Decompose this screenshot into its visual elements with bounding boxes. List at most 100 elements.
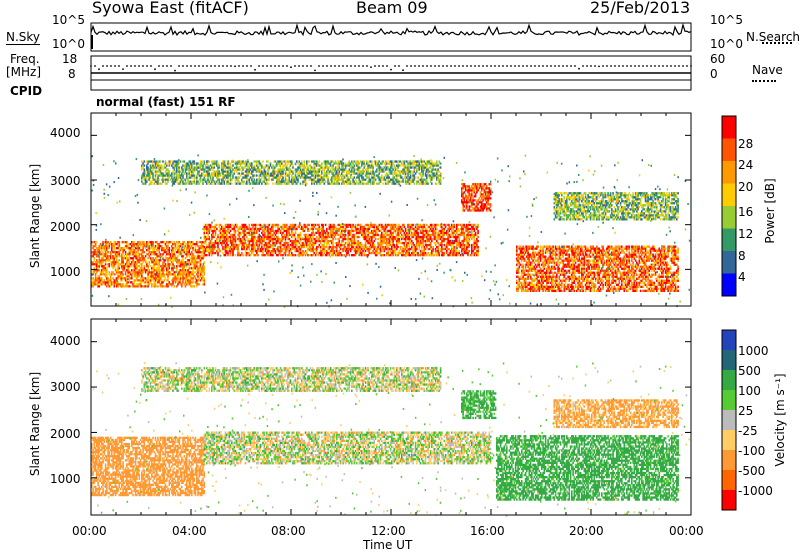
power-cell <box>471 246 473 248</box>
power-cell <box>326 254 328 256</box>
power-cell <box>311 234 313 236</box>
power-cell <box>101 249 103 251</box>
power-cell <box>159 263 161 265</box>
power-cell <box>211 238 213 240</box>
power-cell <box>114 259 116 261</box>
power-cell <box>437 242 439 244</box>
power-cell <box>232 252 234 254</box>
power-cell <box>260 179 262 181</box>
power-cell <box>295 226 297 228</box>
power-cell <box>92 285 94 287</box>
power-cell <box>292 170 294 172</box>
power-cell <box>444 240 446 242</box>
power-cell <box>177 243 179 245</box>
power-cell <box>114 257 116 259</box>
power-cell <box>190 160 192 162</box>
nave-point <box>630 65 632 67</box>
power-cell <box>404 242 406 244</box>
nave-point <box>414 65 416 67</box>
power-cell <box>299 242 301 244</box>
power-cell <box>147 162 149 164</box>
power-cell <box>456 250 458 252</box>
power-cell <box>267 183 269 185</box>
power-cell <box>230 181 232 183</box>
power-cell <box>199 249 201 251</box>
power-cell <box>147 265 149 267</box>
power-cell <box>397 236 399 238</box>
power-cell <box>167 259 169 261</box>
power-cell <box>317 176 319 178</box>
power-cell <box>462 230 464 232</box>
power-cell <box>274 236 276 238</box>
power-cell <box>296 248 298 250</box>
power-cell <box>392 240 394 242</box>
power-cell <box>124 247 126 249</box>
power-cell <box>471 252 473 254</box>
nave-point <box>374 65 376 67</box>
power-cell <box>306 252 308 254</box>
power-cell <box>396 248 398 250</box>
power-cell <box>274 174 276 176</box>
power-cell <box>387 250 389 252</box>
power-cell <box>99 275 101 277</box>
power-cell <box>342 250 344 252</box>
power-cell <box>174 285 176 287</box>
power-cell <box>181 166 183 168</box>
power-cell <box>234 172 236 174</box>
power-cell <box>354 236 356 238</box>
power-cell <box>271 236 273 238</box>
power-cell <box>151 273 153 275</box>
power-cell <box>236 170 238 172</box>
power-cell <box>287 162 289 164</box>
power-cell <box>245 166 247 168</box>
power-cell <box>239 252 241 254</box>
power-cell <box>200 279 202 281</box>
nave-point <box>174 70 176 72</box>
power-cell <box>117 285 119 287</box>
power-cell <box>192 273 194 275</box>
power-cell <box>95 245 97 247</box>
power-cell <box>264 240 266 242</box>
power-cell <box>94 259 96 261</box>
power-cell <box>112 277 114 279</box>
power-cell <box>259 244 261 246</box>
power-cell <box>292 232 294 234</box>
power-cell <box>119 251 121 253</box>
power-cell <box>324 252 326 254</box>
power-cell <box>412 242 414 244</box>
power-cell <box>197 162 199 164</box>
power-cell <box>300 166 302 168</box>
nave-point <box>94 65 96 67</box>
power-cell <box>97 283 99 285</box>
power-cell <box>306 234 308 236</box>
power-cell <box>315 168 317 170</box>
power-cell <box>347 236 349 238</box>
power-cell <box>181 285 183 287</box>
power-cell <box>395 232 397 234</box>
nave-point <box>570 65 572 67</box>
power-cell <box>467 242 469 244</box>
power-cell <box>192 269 194 271</box>
nave-point <box>590 65 592 67</box>
power-cell <box>257 254 259 256</box>
nave-point <box>538 65 540 67</box>
power-cell <box>409 252 411 254</box>
power-cell <box>330 246 332 248</box>
power-cell <box>205 242 207 244</box>
power-cell <box>327 176 329 178</box>
power-cell <box>281 240 283 242</box>
power-cell <box>119 253 121 255</box>
power-cell <box>94 257 96 259</box>
power-cell <box>467 236 469 238</box>
power-cell <box>227 181 229 183</box>
nave-point <box>678 65 680 67</box>
power-cell <box>306 242 308 244</box>
power-cell <box>309 160 311 162</box>
power-cell <box>134 245 136 247</box>
power-cell <box>99 269 101 271</box>
power-cell <box>422 228 424 230</box>
power-cell <box>175 273 177 275</box>
power-cell <box>446 250 448 252</box>
power-cell <box>102 271 104 273</box>
power-cell <box>305 254 307 256</box>
